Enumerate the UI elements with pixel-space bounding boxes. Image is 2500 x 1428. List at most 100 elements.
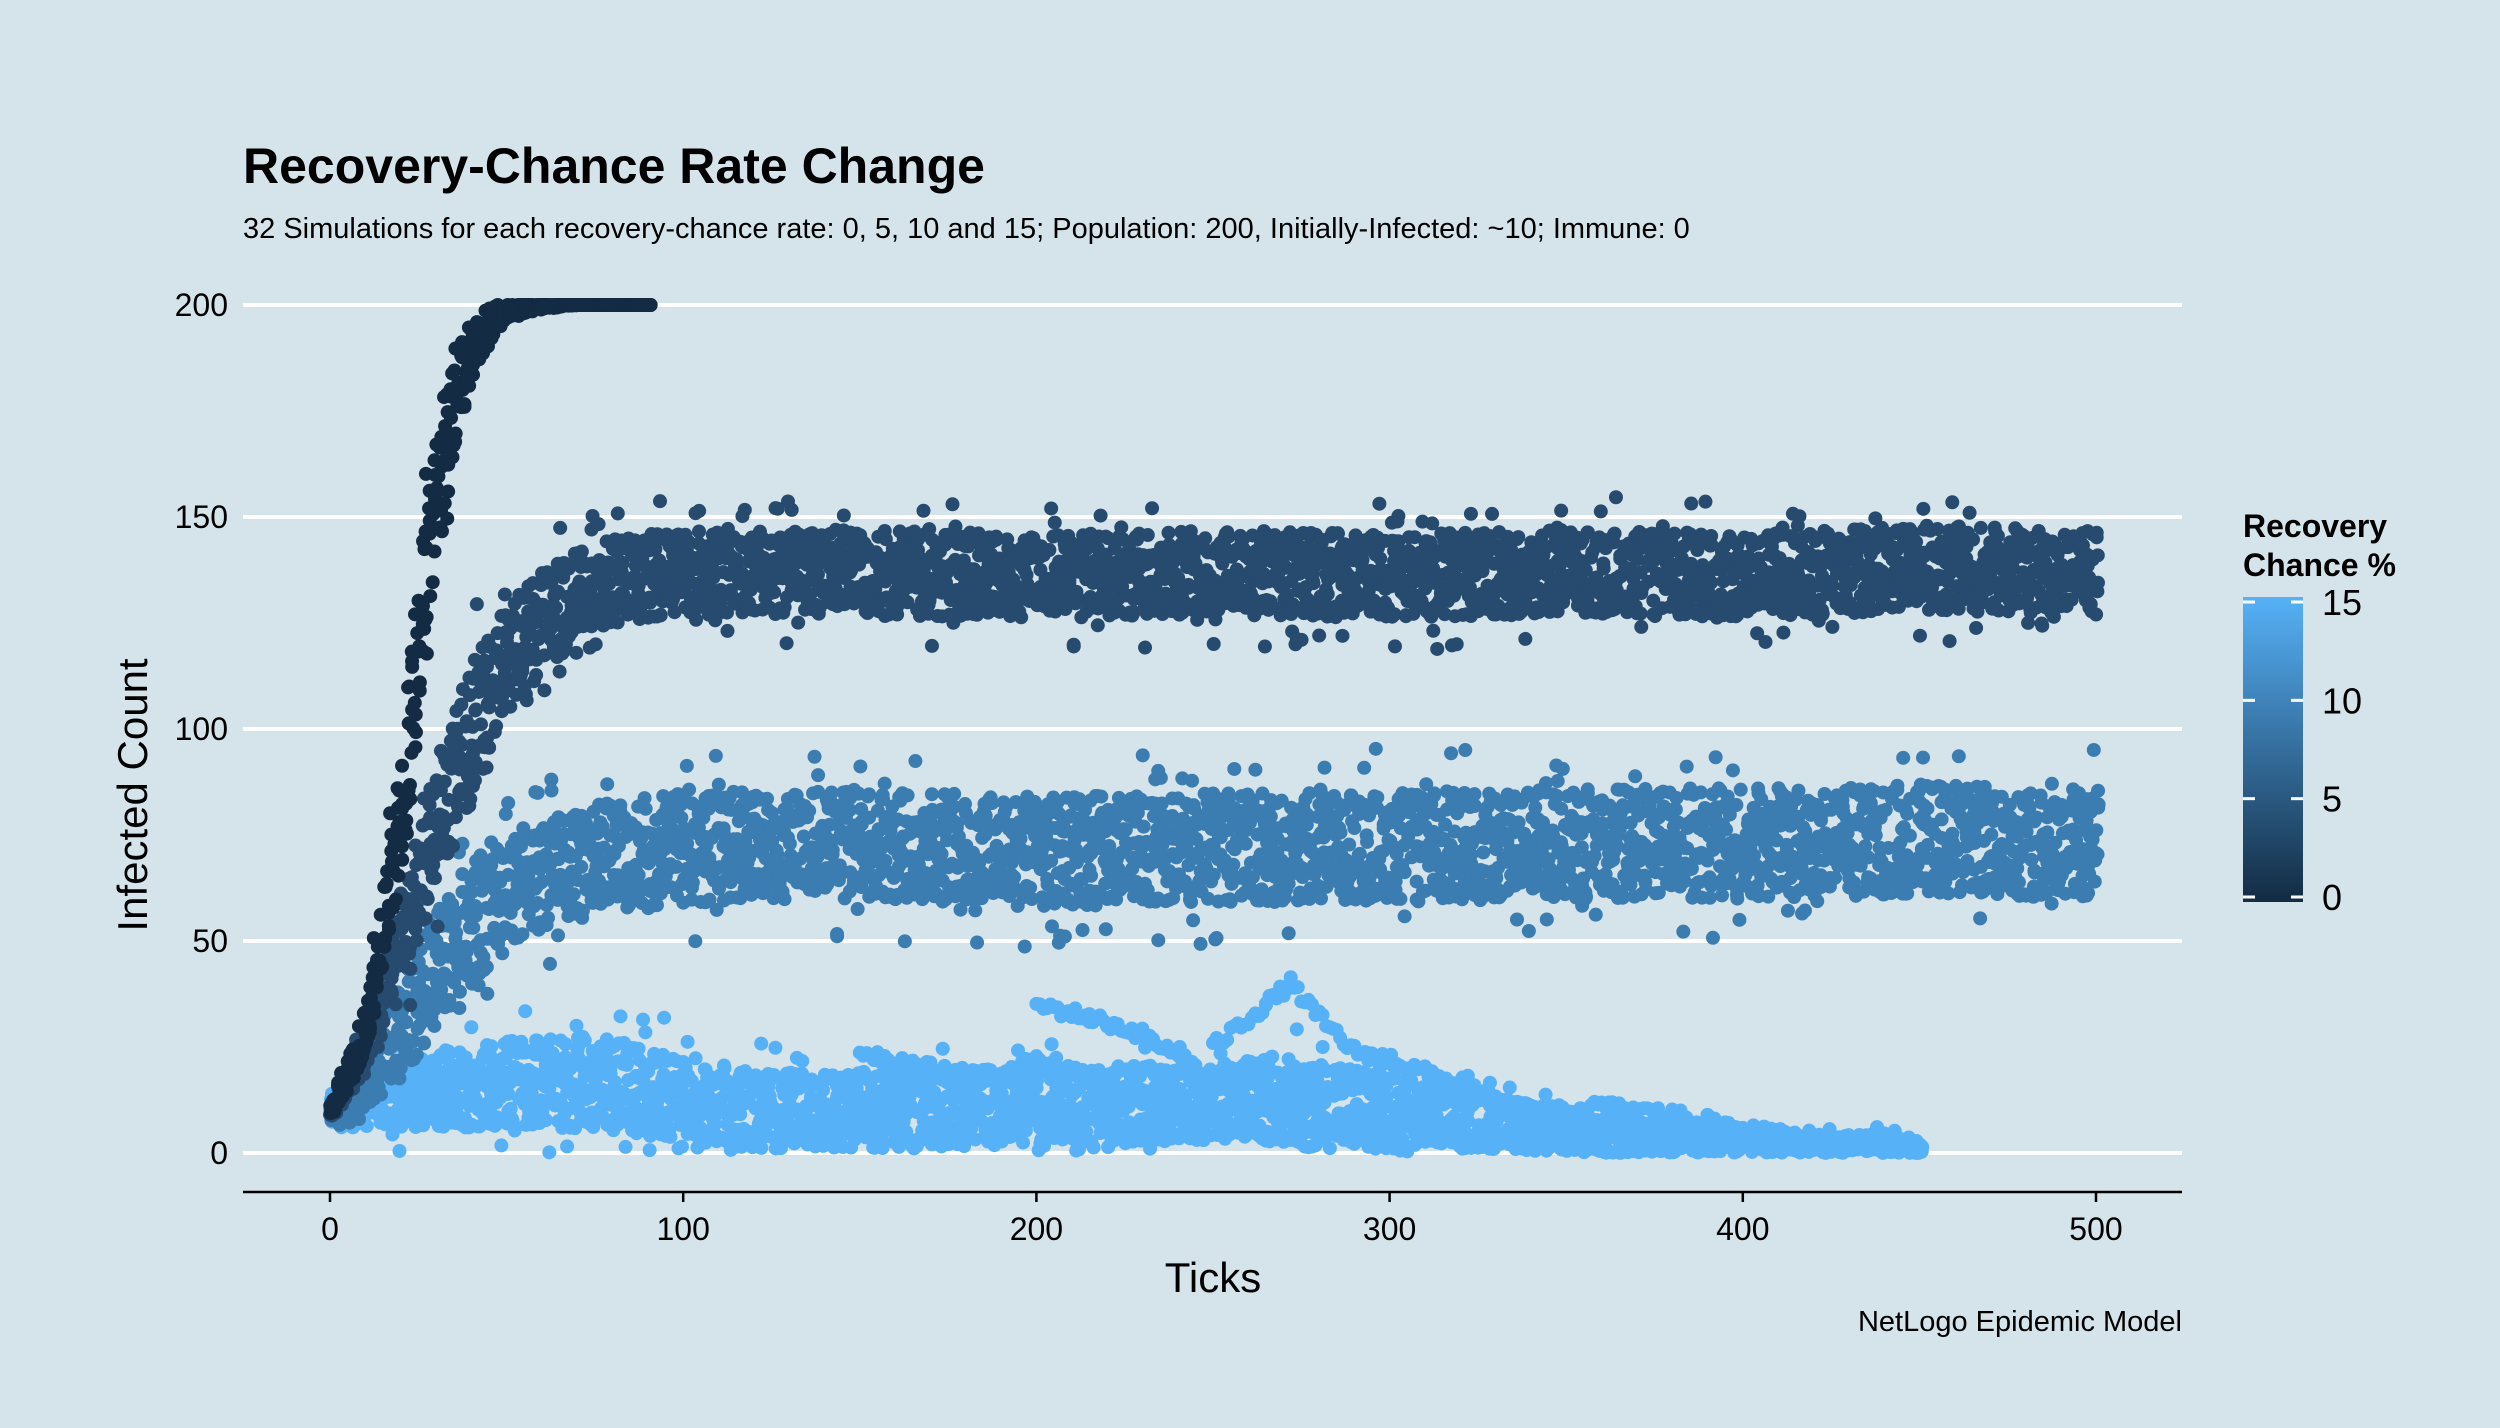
- data-point: [1464, 847, 1479, 862]
- data-point: [900, 788, 915, 803]
- data-point: [468, 908, 483, 923]
- data-point: [1289, 1022, 1304, 1037]
- data-point: [762, 1088, 777, 1103]
- data-point: [541, 910, 556, 925]
- data-point: [569, 1018, 584, 1033]
- chart-title: Recovery-Chance Rate Change: [243, 138, 985, 194]
- data-point: [471, 1119, 486, 1134]
- data-point: [1342, 837, 1357, 852]
- data-point: [1265, 1049, 1280, 1064]
- data-point: [795, 1053, 810, 1068]
- data-point: [543, 1032, 558, 1047]
- data-point: [409, 1047, 424, 1062]
- data-point: [811, 768, 826, 783]
- data-point: [495, 946, 510, 961]
- data-point: [1404, 1074, 1419, 1089]
- data-point: [860, 789, 875, 804]
- data-point: [471, 978, 486, 993]
- data-point: [427, 1018, 442, 1033]
- data-point: [466, 920, 481, 935]
- data-point: [1153, 770, 1168, 785]
- data-point: [908, 754, 923, 769]
- data-point: [1588, 907, 1603, 922]
- data-point: [421, 1083, 436, 1098]
- data-point: [1151, 933, 1166, 948]
- data-point: [392, 1143, 407, 1158]
- data-point: [679, 758, 694, 773]
- data-point: [542, 956, 557, 971]
- data-point: [682, 782, 697, 797]
- data-point: [1017, 939, 1032, 954]
- data-point: [1094, 789, 1109, 804]
- data-point: [1521, 923, 1536, 938]
- data-point: [766, 1071, 781, 1086]
- data-point: [352, 1112, 367, 1127]
- data-point: [528, 785, 543, 800]
- data-point: [680, 1034, 695, 1049]
- data-point: [777, 892, 792, 907]
- data-point: [1393, 891, 1408, 906]
- data-point: [1037, 1138, 1052, 1153]
- data-point: [716, 821, 731, 836]
- data-point: [850, 902, 865, 917]
- data-point: [393, 1061, 408, 1076]
- data-point: [1476, 845, 1491, 860]
- data-point: [498, 888, 513, 903]
- data-point: [542, 1081, 557, 1096]
- data-point: [676, 1054, 691, 1069]
- data-point: [1550, 773, 1565, 788]
- data-point: [1360, 834, 1375, 849]
- y-tick-label: 50: [192, 923, 228, 959]
- data-point: [514, 1034, 529, 1049]
- data-point: [577, 1033, 592, 1048]
- data-point: [657, 1010, 672, 1025]
- data-point: [711, 777, 726, 792]
- data-point: [733, 1107, 748, 1122]
- data-point: [1016, 1135, 1031, 1150]
- data-point: [935, 1041, 950, 1056]
- data-point: [968, 903, 983, 918]
- data-point: [688, 1051, 703, 1066]
- data-point: [638, 1025, 653, 1040]
- data-point: [1322, 1141, 1337, 1156]
- data-point: [1098, 922, 1113, 937]
- data-point: [1069, 842, 1084, 857]
- data-point: [613, 1009, 628, 1024]
- data-point: [480, 986, 495, 1001]
- data-point: [1057, 929, 1072, 944]
- data-point: [853, 759, 868, 774]
- data-point: [464, 1020, 479, 1035]
- data-point: [638, 801, 653, 816]
- data-point: [684, 880, 699, 895]
- data-point: [1461, 1113, 1476, 1128]
- data-point: [1221, 786, 1236, 801]
- data-point: [1502, 1080, 1517, 1095]
- data-point: [924, 787, 939, 802]
- data-point: [877, 776, 892, 791]
- data-point: [544, 783, 559, 798]
- data-point: [1013, 831, 1028, 846]
- data-point: [600, 777, 615, 792]
- data-point: [1317, 760, 1332, 775]
- data-point: [498, 807, 513, 822]
- data-point: [374, 1087, 389, 1102]
- data-point: [688, 934, 703, 949]
- data-point: [479, 960, 494, 975]
- data-point: [631, 867, 646, 882]
- data-point: [1135, 748, 1150, 763]
- y-tick-label: 200: [175, 287, 228, 323]
- data-point: [574, 859, 589, 874]
- data-point: [1136, 819, 1151, 834]
- data-point: [501, 867, 516, 882]
- series-recovery-10: [323, 741, 2106, 1132]
- data-point: [1044, 1037, 1059, 1052]
- data-point: [636, 1012, 651, 1027]
- data-point: [674, 1139, 689, 1154]
- data-point: [1185, 773, 1200, 788]
- data-point: [550, 928, 565, 943]
- y-tick-label: 0: [210, 1135, 228, 1171]
- data-point: [717, 1058, 732, 1073]
- data-point: [802, 803, 817, 818]
- data-point: [1397, 865, 1412, 880]
